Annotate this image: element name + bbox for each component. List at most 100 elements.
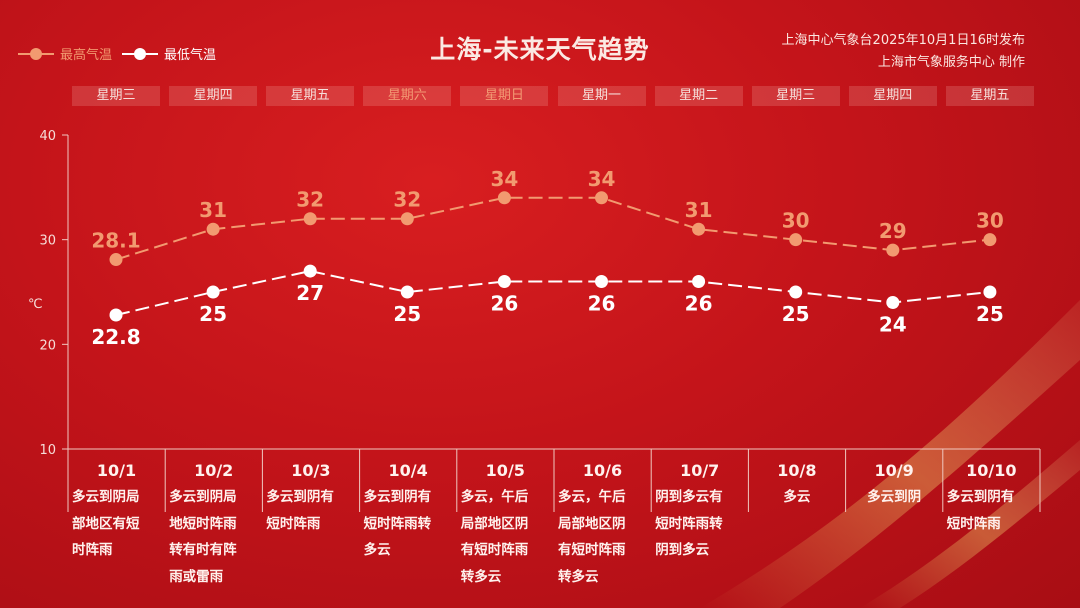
weather-description: 多云到阴 xyxy=(867,489,922,505)
data-label-high: 31 xyxy=(199,198,227,222)
data-label-low: 25 xyxy=(199,302,227,326)
high-marker-icon xyxy=(18,47,54,60)
data-point-high xyxy=(886,243,900,257)
series-line-high xyxy=(115,196,991,261)
data-point-low xyxy=(886,295,900,309)
page-title: 上海-未来天气趋势 xyxy=(430,35,650,64)
y-tick-label: 40 xyxy=(39,129,56,144)
weekday-label: 星期三 xyxy=(751,86,840,106)
data-point-high xyxy=(789,233,803,247)
data-label-high: 30 xyxy=(976,209,1004,233)
weather-description: 地短时阵雨 xyxy=(169,515,237,532)
weather-description: 局部地区阴 xyxy=(460,515,529,532)
weekday-label: 星期四 xyxy=(169,86,258,106)
weekday-label: 星期一 xyxy=(557,86,646,106)
data-label-high: 29 xyxy=(879,219,907,243)
weather-description: 时阵雨 xyxy=(72,542,113,558)
weather-description: 转多云 xyxy=(460,568,502,585)
forecast-column: 10/2 多云到阴局 地短时阵雨 转有时有阵 雨或雷雨 xyxy=(165,458,262,590)
data-point-low xyxy=(595,275,608,289)
data-point-high xyxy=(983,233,997,247)
data-point-low xyxy=(303,264,317,278)
data-label-low: 25 xyxy=(782,302,810,326)
producer: 上海市气象服务中心 制作 xyxy=(877,55,1025,70)
data-point-low xyxy=(983,285,997,299)
publish-time: 上海中心气象台2025年10月1日16时发布 xyxy=(781,33,1025,48)
series-line-low xyxy=(115,270,991,316)
legend: 最高气温 最低气温 xyxy=(18,44,216,63)
weekday-label: 星期四 xyxy=(848,86,937,106)
weather-description: 转有时有阵 xyxy=(169,542,237,558)
low-marker-icon xyxy=(122,47,159,60)
weekday-label: 星期日 xyxy=(460,86,549,106)
legend-item-low: 最低气温 xyxy=(122,44,216,63)
weather-description: 多云 xyxy=(363,542,391,558)
y-tick-label: 30 xyxy=(39,234,56,249)
date-label: 10/6 xyxy=(582,461,623,480)
data-label-high: 34 xyxy=(490,167,518,191)
weekday-label: 星期三 xyxy=(72,86,160,106)
date-label: 10/8 xyxy=(777,461,817,480)
weather-description: 多云 xyxy=(783,489,811,505)
weather-description: 短时阵雨转 xyxy=(363,515,432,532)
weather-description: 转多云 xyxy=(558,568,599,585)
weather-description: 短时阵雨 xyxy=(946,515,1001,532)
data-label-low: 26 xyxy=(685,292,713,316)
data-label-high: 31 xyxy=(685,198,713,222)
weather-description: 多云到阴局 xyxy=(169,489,237,505)
data-label-low: 25 xyxy=(393,302,421,326)
data-point-low xyxy=(206,285,220,299)
data-label-high: 34 xyxy=(588,167,616,191)
date-label: 10/4 xyxy=(388,461,428,480)
data-point-high xyxy=(400,212,414,226)
weekday-label: 星期五 xyxy=(266,86,355,106)
weather-description: 短时阵雨转 xyxy=(655,515,723,532)
data-point-high xyxy=(595,191,608,205)
data-point-high xyxy=(497,191,511,205)
weather-description: 有短时阵雨 xyxy=(558,542,626,558)
weather-description: 有短时阵雨 xyxy=(460,542,529,558)
forecast-column: 10/3 多云到阴有 短时阵雨 xyxy=(262,458,359,537)
weekday-label: 星期五 xyxy=(945,86,1034,106)
weather-description: 多云，午后 xyxy=(558,489,626,505)
data-point-low xyxy=(692,275,706,289)
weekday-label: 星期二 xyxy=(654,86,743,106)
data-label-high: 28.1 xyxy=(91,229,140,253)
forecast-column: 10/7 阴到多云有短时阵雨转阴到多云 xyxy=(651,458,748,564)
data-label-high: 30 xyxy=(782,209,810,233)
data-label-high: 32 xyxy=(296,188,324,212)
weather-description: 部地区有短 xyxy=(72,515,140,532)
publisher-info: 上海中心气象台2025年10月1日16时发布 上海市气象服务中心 制作 xyxy=(782,30,1025,74)
y-tick-label: 10 xyxy=(39,443,56,458)
date-label: 10/2 xyxy=(194,461,234,480)
date-label: 10/9 xyxy=(874,461,914,480)
legend-label-low: 最低气温 xyxy=(164,48,217,63)
data-label-low: 22.8 xyxy=(91,325,140,349)
weather-description: 多云到阴有 xyxy=(946,489,1015,505)
date-label: 10/10 xyxy=(966,461,1017,480)
legend-item-high: 最高气温 xyxy=(18,44,112,63)
data-point-high xyxy=(109,253,123,267)
date-label: 10/5 xyxy=(485,461,525,480)
weather-description: 多云到阴有 xyxy=(363,489,432,505)
data-point-low xyxy=(789,285,803,299)
weather-description: 阴到多云有 xyxy=(655,489,723,505)
legend-label-high: 最高气温 xyxy=(60,48,113,63)
forecast-column: 10/9 多云到阴 xyxy=(846,458,943,511)
data-point-low xyxy=(497,275,511,289)
forecast-column: 10/4 多云到阴有短时阵雨转多云 xyxy=(360,458,457,564)
date-label: 10/7 xyxy=(680,461,720,480)
weather-description: 阴到多云 xyxy=(655,542,710,558)
data-label-low: 24 xyxy=(879,312,907,336)
data-point-high xyxy=(206,222,220,236)
data-point-low xyxy=(400,285,414,299)
data-label-low: 26 xyxy=(588,292,616,316)
date-label: 10/3 xyxy=(291,461,331,480)
data-label-low: 26 xyxy=(490,292,518,316)
date-label: 10/1 xyxy=(96,461,137,480)
forecast-column: 10/8 多云 xyxy=(748,458,845,511)
weather-description: 多云到阴局 xyxy=(72,489,140,505)
y-tick-label: 20 xyxy=(39,338,56,353)
data-label-low: 27 xyxy=(296,281,324,305)
